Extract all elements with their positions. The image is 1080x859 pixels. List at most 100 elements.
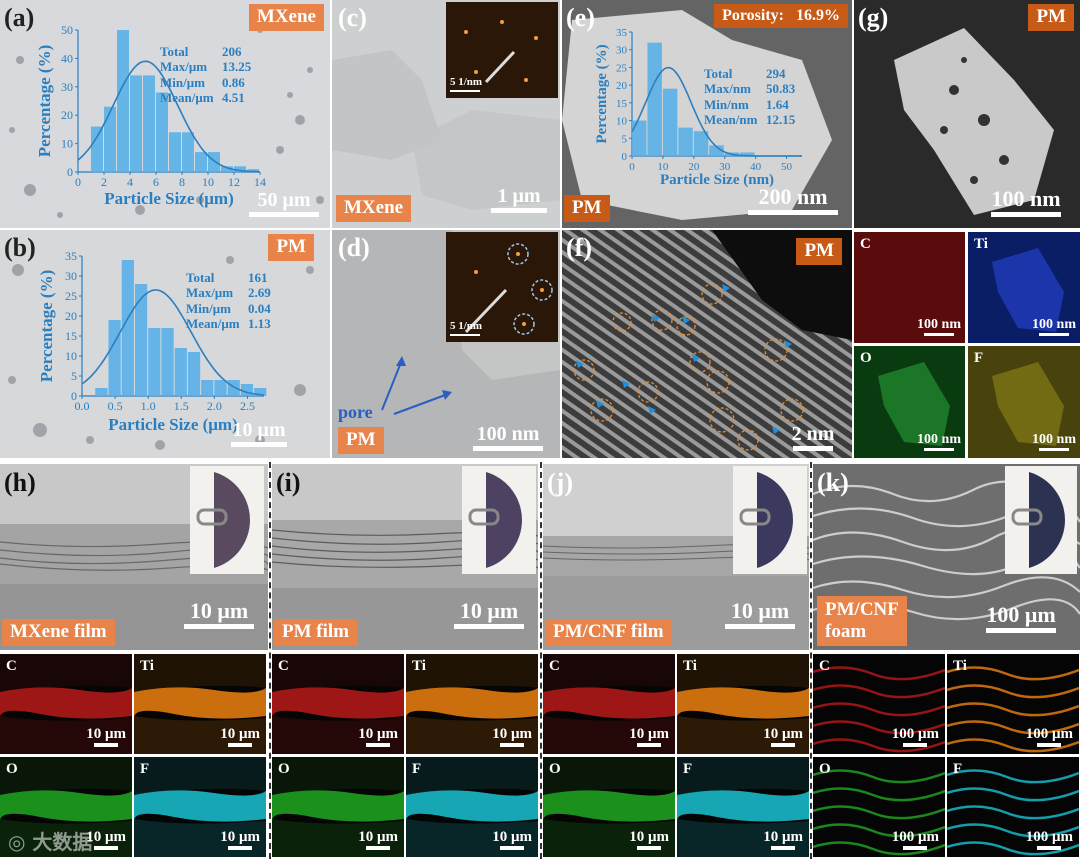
map-h-C: C 10 μm <box>0 654 132 754</box>
inset-scale-d: 5 1/nm <box>450 320 483 332</box>
panel-label-e: (e) <box>566 3 595 32</box>
inset-scale-c: 5 1/nm <box>450 76 483 88</box>
x-tick-label: 0 <box>629 161 635 173</box>
bar <box>221 166 233 172</box>
panel-k: (k) PM/CNF foam 100 μm <box>813 464 1080 650</box>
x-axis-label: Particle Size (nm) <box>660 172 774 188</box>
map-j-O: O 10 μm <box>543 757 675 857</box>
y-tick-label: 30 <box>61 80 73 94</box>
map-element-label: O <box>6 761 18 777</box>
map-scale-bar: 10 μm <box>220 830 260 853</box>
porosity-tag-e: Porosity: 16.9% <box>714 4 848 28</box>
map-j-Ti: Ti 10 μm <box>677 654 809 754</box>
y-tick-label: 20 <box>616 80 628 92</box>
watermark: ◎ 大数据 <box>8 830 93 854</box>
x-tick-label: 10 <box>657 161 669 173</box>
panel-b: 0.0 0.5 1.0 1.5 2.0 2.5 0 5 10 15 20 25 30 35 Particle… <box>0 230 330 458</box>
scale-bar-e: 200 nm <box>738 186 848 218</box>
sample-tag-i: PM film <box>274 619 358 646</box>
y-tick-label: 35 <box>616 27 628 39</box>
y-tick-label: 0 <box>67 165 73 179</box>
bar <box>117 30 129 172</box>
y-tick-label: 15 <box>616 98 628 110</box>
map-element-label: F <box>953 761 963 777</box>
x-tick-label: 2.5 <box>240 399 255 413</box>
scale-bar-d: 100 nm <box>460 424 556 454</box>
y-tick-label: 10 <box>65 349 77 363</box>
y-axis-label: Percentage (%) <box>594 44 610 143</box>
bar <box>169 132 181 172</box>
x-tick-label: 2.0 <box>207 399 222 413</box>
map-element-label: F <box>412 761 422 777</box>
scale-bar-h: 10 μm <box>174 600 264 632</box>
scale-bar-b: 10 μm <box>224 420 294 450</box>
scale-bar-i: 10 μm <box>444 600 534 632</box>
map-scale-bar: 10 μm <box>86 830 126 853</box>
bar <box>161 328 174 396</box>
histogram-b: 0.0 0.5 1.0 1.5 2.0 2.5 0 5 10 15 20 25 30 35 Particle… <box>37 249 267 434</box>
y-axis-label: Percentage (%) <box>37 270 56 383</box>
panel-label-i: (i) <box>276 468 301 497</box>
panel-j: (j) PM/CNF film 10 μm <box>543 464 809 650</box>
bar <box>174 348 187 396</box>
map-element-label: C <box>819 658 830 674</box>
map-scale-bar: 10 μm <box>629 727 669 750</box>
bar <box>148 328 161 396</box>
bar <box>104 106 116 172</box>
x-axis-label: Particle Size (μm) <box>104 189 234 208</box>
bar <box>187 352 201 396</box>
panel-label-d: (d) <box>338 233 370 262</box>
map-element-label: F <box>140 761 150 777</box>
bar <box>247 169 259 172</box>
map-g-C: C 100 nm <box>854 232 965 343</box>
scale-bar-c: 1 μm <box>484 186 554 216</box>
panel-i: (i) PM film 10 μm <box>272 464 538 650</box>
y-tick-label: 0 <box>622 151 628 163</box>
scale-bar-f: 2 nm <box>778 424 848 454</box>
panel-label-c: (c) <box>338 3 367 32</box>
x-tick-label: 0 <box>75 175 81 189</box>
bar <box>91 126 103 172</box>
sample-tag-j: PM/CNF film <box>545 619 672 646</box>
panel-label-b: (b) <box>4 233 36 262</box>
map-element-label: Ti <box>953 658 967 674</box>
y-tick-label: 35 <box>65 249 77 263</box>
bar <box>130 75 142 172</box>
x-tick-label: 50 <box>781 161 793 173</box>
x-tick-label: 2 <box>101 175 107 189</box>
panel-a: 0 2 4 6 8 10 12 14 0 10 20 30 40 50 Particle Size (μm)… <box>0 0 330 228</box>
y-tick-label: 50 <box>61 23 73 37</box>
bar <box>156 92 168 172</box>
sample-tag-f: PM <box>796 238 842 265</box>
stats-a: Total 206 Max/μm 13.25 Min/μm 0.86 Mean/μm 4… <box>160 44 252 105</box>
map-scale-bar: 10 μm <box>629 830 669 853</box>
map-j-F: F 10 μm <box>677 757 809 857</box>
sample-tag-b: PM <box>268 234 314 261</box>
bar <box>254 388 267 396</box>
pore-label: pore <box>338 402 373 422</box>
sample-tag-c: MXene <box>336 195 412 222</box>
x-tick-label: 4 <box>127 175 133 189</box>
map-element-label: O <box>278 761 290 777</box>
panel-e: 0 10 20 30 40 50 0 5 10 15 20 25 30 35 Particle Size (… <box>562 0 852 228</box>
x-tick-label: 6 <box>153 175 159 189</box>
sample-tag-d: PM <box>338 427 384 454</box>
film-photo-j <box>733 466 807 574</box>
bar <box>95 388 108 396</box>
panel-g-bg <box>854 0 1080 228</box>
map-scale-bar: 100 μm <box>1026 727 1073 750</box>
bar <box>227 380 240 396</box>
x-tick-label: 8 <box>179 175 185 189</box>
y-tick-label: 20 <box>65 309 77 323</box>
map-g-O: O 100 nm <box>854 346 965 458</box>
map-h-F: F 10 μm <box>134 757 266 857</box>
bar <box>214 380 227 396</box>
bar <box>709 145 724 156</box>
scale-bar-k: 100 μm <box>966 604 1076 636</box>
bar <box>740 152 755 156</box>
stats-e: Total 294 Max/nm 50.83 Min/nm 1.64 Mean/nm 1… <box>704 66 796 127</box>
panel-label-j: (j) <box>547 468 573 497</box>
map-scale-bar: 100 μm <box>1026 830 1073 853</box>
film-photo-i <box>462 466 536 574</box>
watermark-logo-icon: ◎ <box>8 830 26 854</box>
